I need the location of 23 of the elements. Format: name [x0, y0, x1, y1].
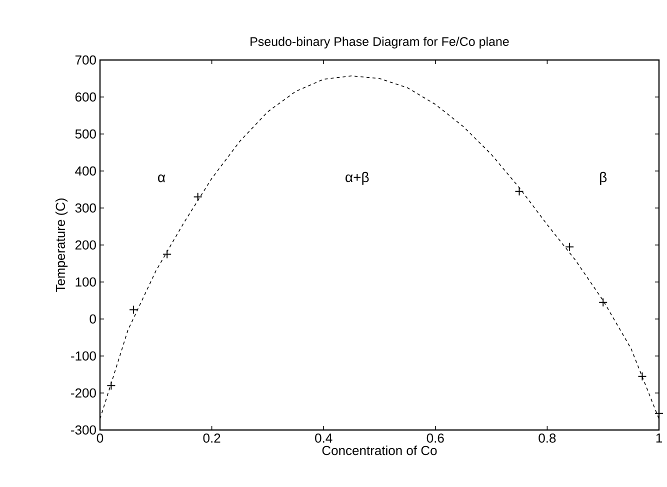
y-tick-label: 200 [75, 240, 96, 250]
y-tick-label: 500 [75, 129, 96, 139]
x-tick-label: 0.6 [426, 434, 444, 443]
y-tick-label: 300 [75, 203, 96, 213]
annotation: α [158, 174, 166, 182]
y-tick-label: 600 [75, 92, 96, 102]
x-tick-label: 0 [96, 434, 104, 443]
annotation: α+β [346, 172, 369, 185]
x-axis-title: Concentration of Co [322, 446, 437, 456]
annotation: β [600, 172, 607, 185]
y-tick-label: -200 [71, 388, 96, 398]
y-tick-label: -300 [71, 425, 96, 435]
chart-title: Pseudo-binary Phase Diagram for Fe/Co plane [250, 36, 509, 48]
y-tick-label: 700 [75, 55, 96, 65]
y-tick-label: 100 [76, 277, 96, 287]
y-tick-label: -100 [71, 351, 96, 361]
x-tick-label: 0.4 [315, 434, 332, 443]
x-tick-label: 0.2 [203, 434, 220, 443]
x-tick-label: 0.8 [538, 434, 556, 443]
x-tick-label: 1 [656, 434, 662, 442]
y-tick-label: 400 [75, 166, 96, 176]
y-tick-label: 0 [90, 314, 96, 324]
y-axis-title: Temperature (C) [55, 198, 68, 292]
